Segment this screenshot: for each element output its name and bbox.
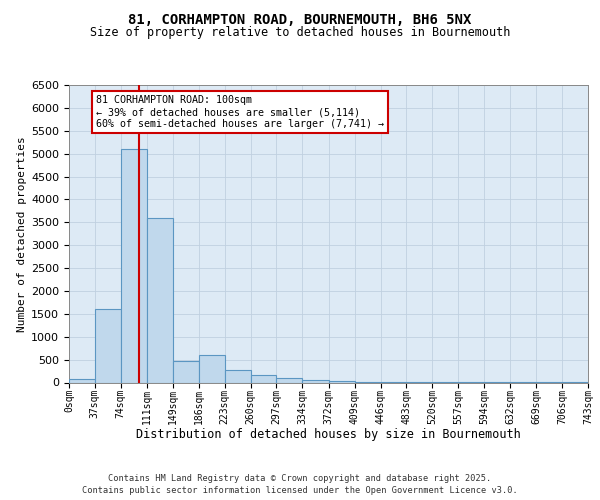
X-axis label: Distribution of detached houses by size in Bournemouth: Distribution of detached houses by size … — [136, 428, 521, 441]
Bar — [69, 380, 95, 382]
Text: 81 CORHAMPTON ROAD: 100sqm
← 39% of detached houses are smaller (5,114)
60% of s: 81 CORHAMPTON ROAD: 100sqm ← 39% of deta… — [95, 96, 383, 128]
Bar — [277, 378, 302, 382]
Y-axis label: Number of detached properties: Number of detached properties — [17, 136, 27, 332]
Text: Size of property relative to detached houses in Bournemouth: Size of property relative to detached ho… — [90, 26, 510, 39]
Bar — [95, 310, 121, 382]
Text: 81, CORHAMPTON ROAD, BOURNEMOUTH, BH6 5NX: 81, CORHAMPTON ROAD, BOURNEMOUTH, BH6 5N… — [128, 12, 472, 26]
Bar — [251, 375, 277, 382]
Bar — [302, 380, 329, 382]
Text: Contains HM Land Registry data © Crown copyright and database right 2025.
Contai: Contains HM Land Registry data © Crown c… — [82, 474, 518, 495]
Bar — [199, 355, 225, 382]
Bar — [173, 360, 199, 382]
Bar — [121, 149, 146, 382]
Bar — [225, 370, 251, 382]
Bar — [146, 218, 173, 382]
